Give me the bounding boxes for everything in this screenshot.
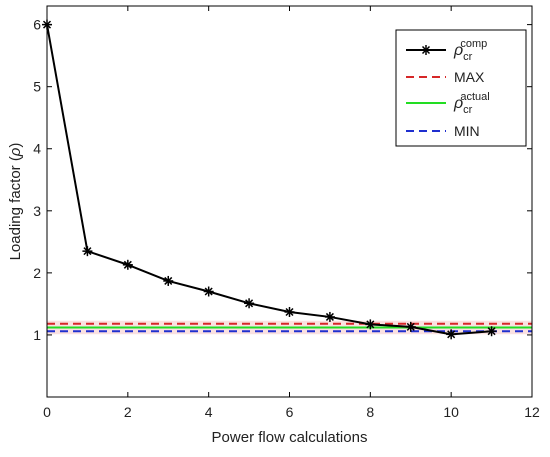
star-marker-stroke [447, 330, 456, 339]
x-axis-label: Power flow calculations [212, 429, 368, 446]
legend-label-3: MIN [454, 123, 480, 139]
star-marker-stroke [245, 299, 254, 308]
legend-subscript: cr [463, 51, 473, 63]
y-tick-label: 1 [33, 327, 41, 343]
y-tick-label: 5 [33, 79, 41, 95]
data-point [405, 321, 416, 332]
data-point [203, 286, 214, 297]
legend-superscript: comp [460, 38, 487, 50]
y-tick-label: 3 [33, 203, 41, 219]
data-point [365, 319, 376, 330]
legend-label-0: ρcrcomp [453, 38, 487, 63]
star-marker-stroke [123, 260, 132, 269]
x-tick-label: 12 [524, 404, 540, 420]
y-axis-label: Loading factor (ρ) [7, 143, 24, 261]
series-line-0 [46, 24, 492, 336]
y-tick-label: 6 [33, 17, 41, 33]
legend-label-2: ρcractual [453, 91, 490, 116]
legend-superscript: actual [460, 91, 489, 103]
y-axis-label-text: Loading factor ( [7, 156, 24, 260]
data-point [244, 298, 255, 309]
star-marker-stroke [406, 322, 415, 331]
star-marker-stroke [366, 320, 375, 329]
x-tick-label: 6 [286, 404, 294, 420]
data-point [446, 329, 457, 340]
star-marker-stroke [204, 287, 213, 296]
y-axis-label-symbol: ρ [7, 147, 24, 157]
y-tick-label: 2 [33, 265, 41, 281]
legend-symbol: ρ [453, 95, 463, 112]
star-marker-stroke [487, 327, 496, 336]
y-tick-label: 4 [33, 141, 41, 157]
legend-box [395, 29, 527, 147]
legend-label-1: MAX [454, 69, 485, 85]
data-point [82, 246, 93, 257]
data-point [122, 259, 133, 270]
x-tick-label: 2 [124, 404, 132, 420]
star-marker-stroke [285, 307, 294, 317]
x-tick-label: 10 [443, 404, 459, 420]
star-marker-stroke [325, 312, 334, 321]
x-tick-label: 4 [205, 404, 213, 420]
legend-symbol: ρ [453, 42, 463, 59]
data-point [284, 306, 295, 317]
y-axis-label-close: ) [7, 143, 24, 148]
legend-subscript: cr [463, 104, 473, 116]
data-point [486, 326, 497, 337]
data-point [324, 311, 335, 322]
star-marker-stroke [83, 247, 92, 256]
x-tick-label: 0 [43, 404, 51, 420]
data-point [163, 275, 174, 286]
x-tick-label: 8 [366, 404, 374, 420]
star-marker-stroke [164, 276, 173, 285]
legend-star-stroke [421, 45, 431, 55]
